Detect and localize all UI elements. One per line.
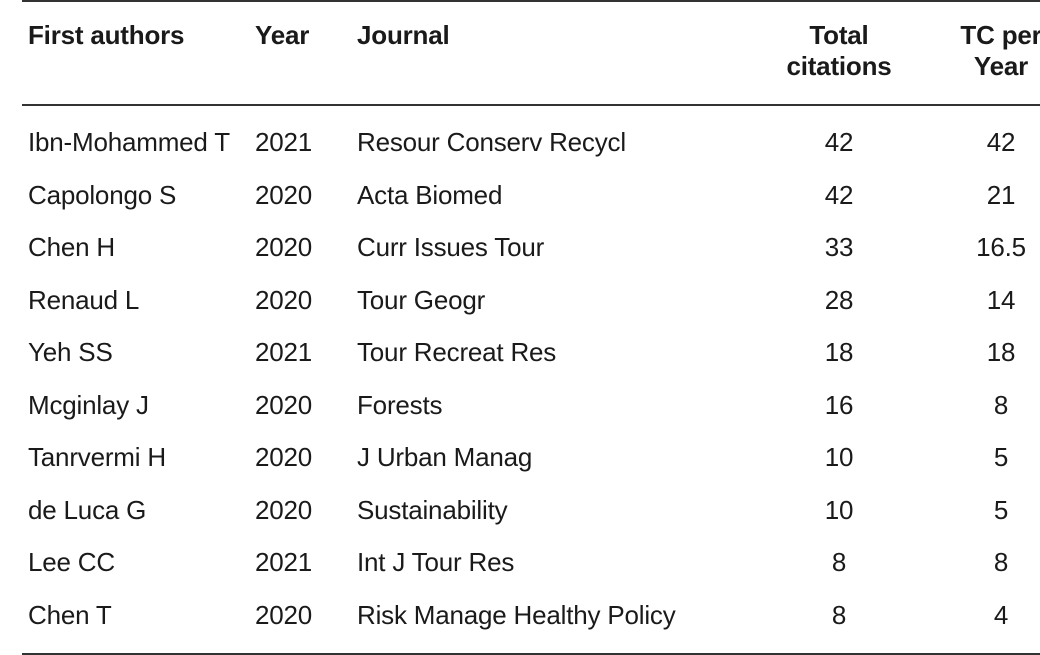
cell-year: 2020: [249, 484, 351, 537]
col-header-total-citations-l2: citations: [786, 51, 891, 81]
cell-journal: Tour Recreat Res: [351, 326, 753, 379]
cell-author: Chen T: [22, 589, 249, 655]
cell-journal: Resour Conserv Recycl: [351, 105, 753, 169]
citations-table: First authors Year Journal Total citatio…: [22, 0, 1040, 655]
cell-year: 2021: [249, 105, 351, 169]
table-row: Chen T 2020 Risk Manage Healthy Policy 8…: [22, 589, 1040, 655]
cell-tc: 8: [753, 589, 925, 655]
cell-author: Yeh SS: [22, 326, 249, 379]
table-row: Lee CC 2021 Int J Tour Res 8 8: [22, 536, 1040, 589]
cell-tc: 10: [753, 431, 925, 484]
cell-year: 2020: [249, 274, 351, 327]
cell-tc: 33: [753, 221, 925, 274]
cell-author: Mcginlay J: [22, 379, 249, 432]
cell-tcy: 18: [925, 326, 1040, 379]
cell-tcy: 16.5: [925, 221, 1040, 274]
table-row: Mcginlay J 2020 Forests 16 8: [22, 379, 1040, 432]
cell-tc: 10: [753, 484, 925, 537]
cell-author: Ibn-Mohammed T: [22, 105, 249, 169]
cell-tcy: 4: [925, 589, 1040, 655]
cell-tc: 42: [753, 105, 925, 169]
cell-tc: 16: [753, 379, 925, 432]
cell-tcy: 8: [925, 536, 1040, 589]
cell-year: 2020: [249, 379, 351, 432]
cell-tcy: 8: [925, 379, 1040, 432]
table-row: Tanrvermi H 2020 J Urban Manag 10 5: [22, 431, 1040, 484]
col-header-tc-per-year-l1: TC per: [960, 20, 1040, 50]
table-row: Yeh SS 2021 Tour Recreat Res 18 18: [22, 326, 1040, 379]
col-header-tc-per-year-l2: Year: [974, 51, 1028, 81]
cell-tcy: 14: [925, 274, 1040, 327]
cell-tcy: 5: [925, 431, 1040, 484]
col-header-journal: Journal: [351, 1, 753, 105]
cell-year: 2020: [249, 221, 351, 274]
cell-journal: Sustainability: [351, 484, 753, 537]
cell-journal: Forests: [351, 379, 753, 432]
cell-journal: J Urban Manag: [351, 431, 753, 484]
cell-year: 2020: [249, 589, 351, 655]
cell-tc: 8: [753, 536, 925, 589]
table-row: Capolongo S 2020 Acta Biomed 42 21: [22, 169, 1040, 222]
cell-author: de Luca G: [22, 484, 249, 537]
table-row: Renaud L 2020 Tour Geogr 28 14: [22, 274, 1040, 327]
col-header-tc-per-year: TC per Year: [925, 1, 1040, 105]
cell-tcy: 42: [925, 105, 1040, 169]
col-header-first-authors: First authors: [22, 1, 249, 105]
cell-journal: Risk Manage Healthy Policy: [351, 589, 753, 655]
cell-author: Capolongo S: [22, 169, 249, 222]
cell-year: 2020: [249, 169, 351, 222]
cell-tcy: 5: [925, 484, 1040, 537]
cell-journal: Curr Issues Tour: [351, 221, 753, 274]
page-container: First authors Year Journal Total citatio…: [0, 0, 1040, 619]
col-header-total-citations-l1: Total: [809, 20, 868, 50]
cell-tc: 28: [753, 274, 925, 327]
table-body: Ibn-Mohammed T 2021 Resour Conserv Recyc…: [22, 105, 1040, 654]
cell-author: Lee CC: [22, 536, 249, 589]
col-header-total-citations: Total citations: [753, 1, 925, 105]
cell-author: Renaud L: [22, 274, 249, 327]
cell-year: 2021: [249, 536, 351, 589]
cell-tc: 18: [753, 326, 925, 379]
cell-journal: Int J Tour Res: [351, 536, 753, 589]
cell-year: 2020: [249, 431, 351, 484]
table-row: de Luca G 2020 Sustainability 10 5: [22, 484, 1040, 537]
col-header-year: Year: [249, 1, 351, 105]
table-row: Chen H 2020 Curr Issues Tour 33 16.5: [22, 221, 1040, 274]
cell-author: Chen H: [22, 221, 249, 274]
cell-tcy: 21: [925, 169, 1040, 222]
cell-tc: 42: [753, 169, 925, 222]
cell-year: 2021: [249, 326, 351, 379]
table-row: Ibn-Mohammed T 2021 Resour Conserv Recyc…: [22, 105, 1040, 169]
cell-author: Tanrvermi H: [22, 431, 249, 484]
cell-journal: Acta Biomed: [351, 169, 753, 222]
cell-journal: Tour Geogr: [351, 274, 753, 327]
table-header-row: First authors Year Journal Total citatio…: [22, 1, 1040, 105]
